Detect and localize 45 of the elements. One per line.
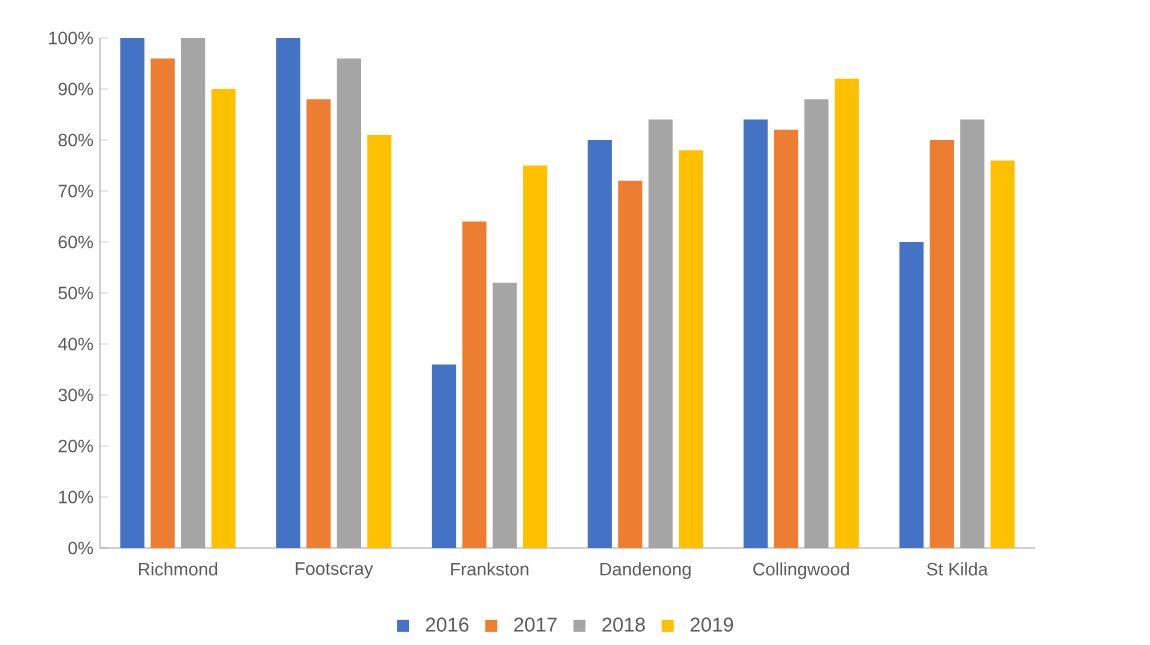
y-tick-label: 80% [58,133,93,147]
legend-label: 2018 [602,617,645,632]
bar [618,180,643,548]
x-tick-label: Richmond [139,562,218,576]
y-tick-label: 90% [58,82,93,96]
bar [929,140,954,548]
y-tick-label: 10% [59,490,93,504]
bar [181,38,206,548]
y-tick-label: 50% [58,286,93,300]
x-tick-label: Dandenong [600,562,691,580]
bar [211,89,236,548]
bar [523,165,548,548]
legend-label: 2016 [426,617,469,632]
bar [648,119,673,548]
x-tick-label: Frankston [451,562,529,576]
y-tick-label: 40% [58,337,93,351]
bar [678,150,704,548]
legend-label: 2019 [690,617,734,632]
bar [492,282,517,548]
bar [336,58,362,548]
bar [743,119,768,548]
bar [773,129,799,548]
legend-label: 2017 [514,617,557,632]
bar [899,242,924,548]
bar [120,38,145,548]
y-tick-label: 60% [58,235,93,249]
bar [306,99,331,548]
bar [804,99,829,548]
bar [587,140,612,548]
bar [367,134,392,548]
y-tick-label: 30% [58,388,93,402]
y-tick-label: 70% [58,184,93,198]
bar [990,160,1015,548]
bar [834,78,859,548]
y-tick-label: 0% [68,541,93,555]
bar [431,364,457,548]
bar [276,38,301,548]
x-tick-label: Footscray [295,562,374,579]
x-tick-label: St Kilda [926,562,988,576]
bar [462,221,487,548]
y-tick-label: 20% [58,439,93,453]
y-tick-label: 100% [49,31,93,45]
bar [150,58,175,548]
x-tick-label: Collingwood [753,562,849,580]
bar [960,119,985,548]
